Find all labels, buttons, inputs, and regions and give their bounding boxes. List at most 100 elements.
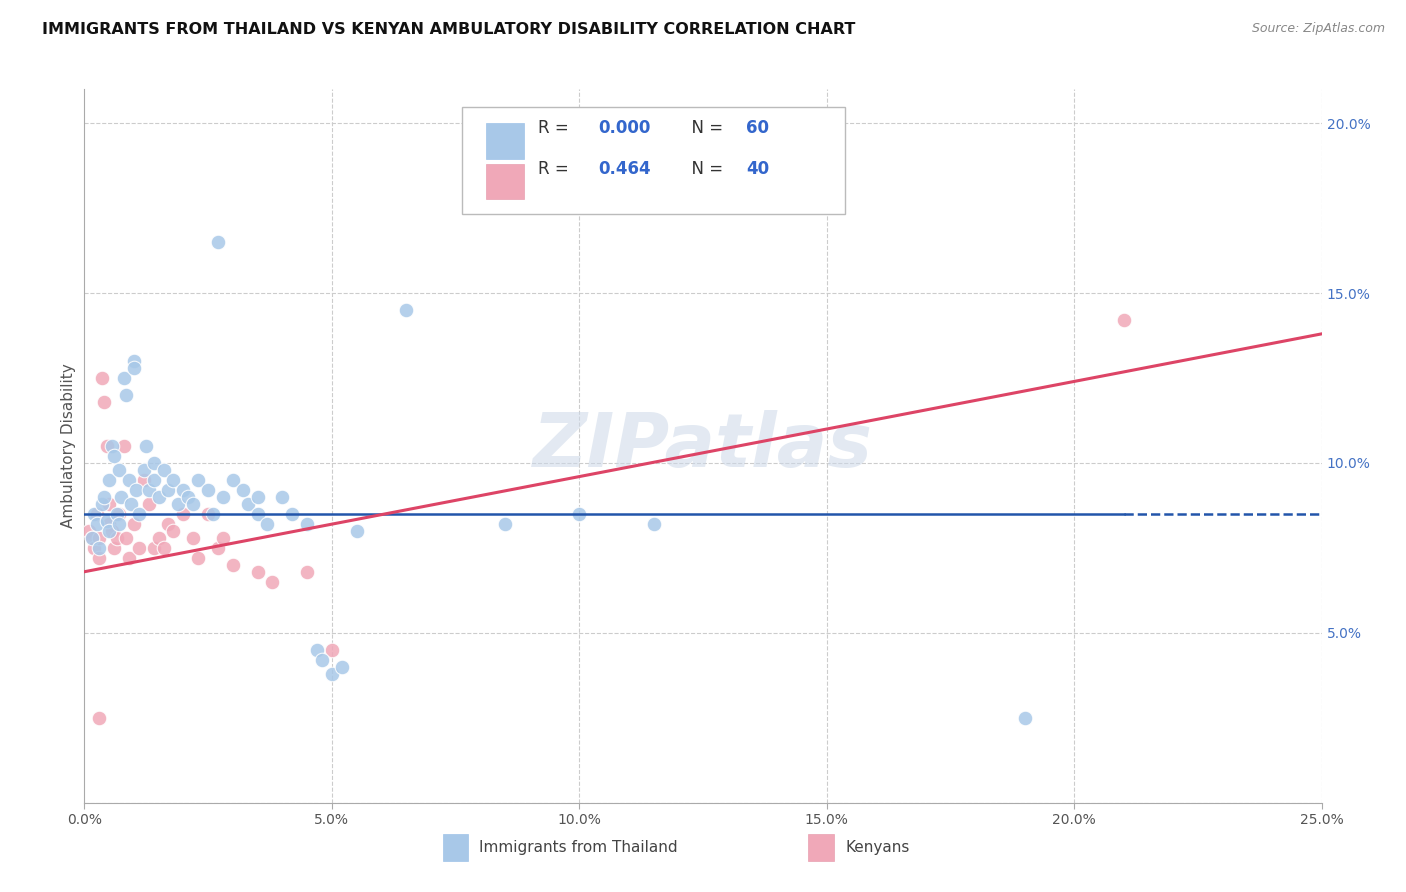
Point	[295, 565, 318, 579]
Point	[122, 517, 145, 532]
Point	[207, 541, 229, 555]
Point	[330, 660, 353, 674]
Point	[79, 524, 101, 538]
Point	[142, 473, 165, 487]
Point	[98, 517, 121, 532]
Point	[1112, 313, 1135, 327]
Point	[86, 517, 108, 532]
Point	[246, 490, 269, 504]
Point	[1014, 711, 1036, 725]
Point	[98, 524, 121, 538]
Point	[494, 517, 516, 532]
Point	[162, 473, 184, 487]
Text: R =: R =	[538, 161, 575, 178]
Point	[222, 558, 245, 572]
Point	[207, 235, 229, 249]
Point	[105, 507, 128, 521]
Text: Kenyans: Kenyans	[845, 840, 910, 855]
Point	[98, 473, 121, 487]
Point	[90, 497, 112, 511]
Point	[181, 531, 204, 545]
Point	[212, 490, 235, 504]
Text: 0.464: 0.464	[598, 161, 651, 178]
Point	[236, 497, 259, 511]
Point	[96, 439, 118, 453]
Point	[138, 497, 160, 511]
Point	[96, 514, 118, 528]
Point	[120, 497, 142, 511]
FancyBboxPatch shape	[461, 107, 845, 214]
Point	[132, 473, 155, 487]
Point	[108, 517, 131, 532]
Point	[222, 473, 245, 487]
Point	[138, 483, 160, 498]
Point	[110, 490, 132, 504]
Point	[271, 490, 294, 504]
Point	[321, 666, 343, 681]
Point	[346, 524, 368, 538]
Point	[152, 463, 174, 477]
Point	[187, 473, 209, 487]
Point	[172, 507, 194, 521]
Point	[256, 517, 278, 532]
Text: N =: N =	[681, 120, 728, 137]
Point	[172, 483, 194, 498]
Point	[112, 371, 135, 385]
Text: 0.000: 0.000	[598, 120, 650, 137]
Point	[89, 551, 111, 566]
Point	[125, 483, 148, 498]
Point	[157, 517, 180, 532]
Point	[86, 507, 108, 521]
Point	[80, 531, 103, 545]
Point	[89, 541, 111, 555]
Point	[103, 541, 125, 555]
Point	[122, 360, 145, 375]
Point	[305, 643, 328, 657]
Point	[246, 565, 269, 579]
Point	[321, 643, 343, 657]
Point	[148, 531, 170, 545]
Point	[108, 507, 131, 521]
Text: IMMIGRANTS FROM THAILAND VS KENYAN AMBULATORY DISABILITY CORRELATION CHART: IMMIGRANTS FROM THAILAND VS KENYAN AMBUL…	[42, 22, 856, 37]
Point	[295, 517, 318, 532]
Point	[187, 551, 209, 566]
Point	[122, 354, 145, 368]
Point	[89, 711, 111, 725]
Text: 40: 40	[747, 161, 769, 178]
Point	[135, 439, 157, 453]
Point	[98, 497, 121, 511]
Text: ZIPatlas: ZIPatlas	[533, 409, 873, 483]
Point	[246, 507, 269, 521]
Point	[232, 483, 254, 498]
Point	[177, 490, 200, 504]
Point	[83, 507, 105, 521]
Point	[568, 507, 591, 521]
Point	[281, 507, 304, 521]
Point	[142, 456, 165, 470]
Text: Immigrants from Thailand: Immigrants from Thailand	[479, 840, 678, 855]
Point	[181, 497, 204, 511]
Point	[115, 388, 138, 402]
Point	[162, 524, 184, 538]
Point	[103, 449, 125, 463]
Point	[167, 497, 190, 511]
Point	[128, 541, 150, 555]
Y-axis label: Ambulatory Disability: Ambulatory Disability	[60, 364, 76, 528]
Point	[128, 507, 150, 521]
Point	[115, 531, 138, 545]
Point	[105, 531, 128, 545]
Bar	[486, 123, 523, 159]
Text: N =: N =	[681, 161, 728, 178]
Point	[100, 439, 122, 453]
Point	[118, 473, 141, 487]
Point	[80, 531, 103, 545]
Point	[152, 541, 174, 555]
Point	[148, 490, 170, 504]
Point	[108, 463, 131, 477]
Point	[112, 439, 135, 453]
Point	[90, 371, 112, 385]
Point	[311, 653, 333, 667]
Point	[93, 394, 115, 409]
Point	[142, 541, 165, 555]
Point	[643, 517, 665, 532]
